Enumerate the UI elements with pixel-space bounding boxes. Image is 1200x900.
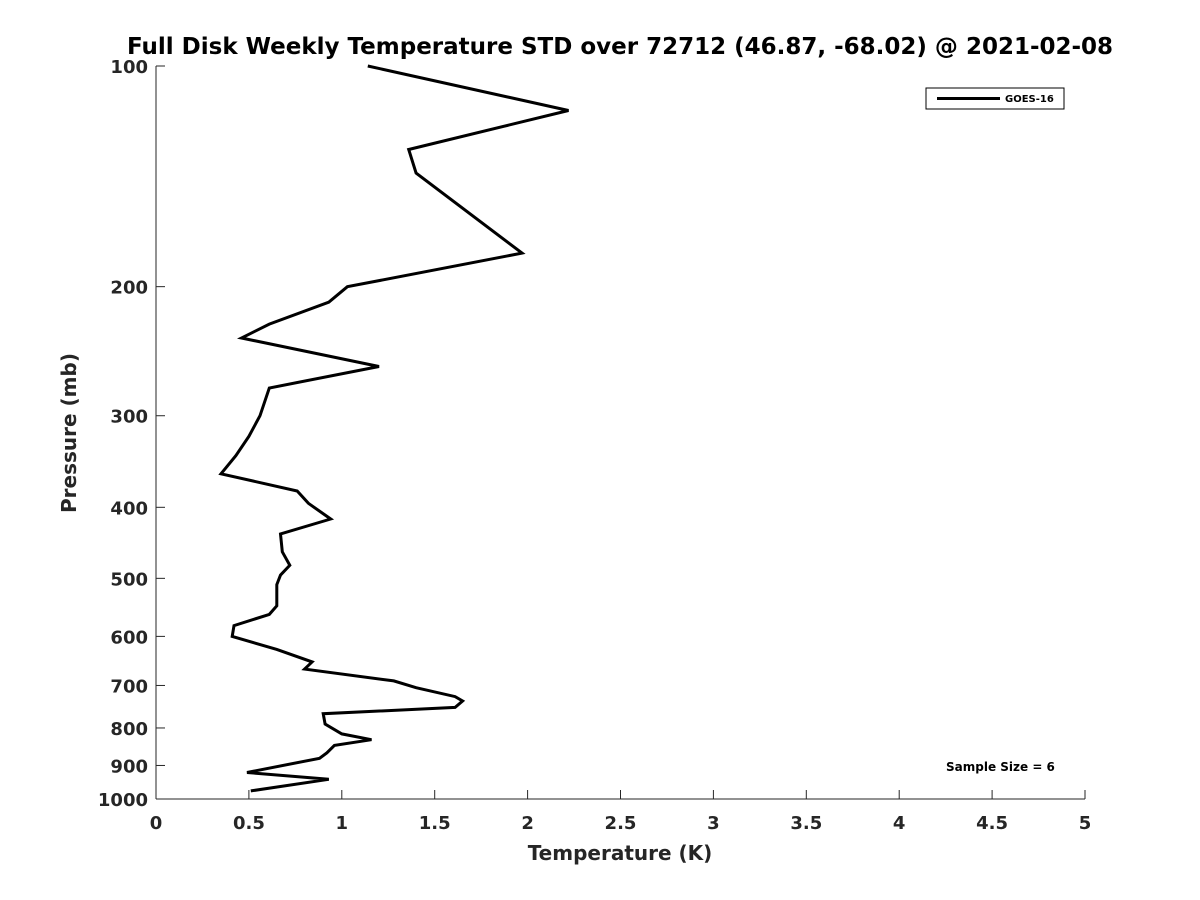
x-tick-label: 1.5: [419, 813, 451, 834]
x-tick-label: 5: [1079, 813, 1092, 834]
x-tick-label: 0.5: [233, 813, 265, 834]
y-tick-label: 900: [110, 756, 148, 777]
sample-size-annotation: Sample Size = 6: [946, 760, 1055, 774]
x-tick-label: 4.5: [976, 813, 1008, 834]
y-tick-label: 200: [110, 278, 148, 299]
chart-title: Full Disk Weekly Temperature STD over 72…: [127, 34, 1113, 60]
series-line-0: [218, 64, 569, 793]
y-tick-label: 800: [110, 719, 148, 740]
x-ticks: 0 0.5 1 1.5 2 2.5 3 3.5 4 4.5 5: [150, 790, 1092, 834]
x-axis-label: Temperature (K): [528, 841, 713, 865]
y-axis-label: Pressure (mb): [57, 353, 81, 513]
x-tick-label: 3.5: [790, 813, 822, 834]
x-tick-label: 3: [707, 813, 720, 834]
y-tick-label: 400: [110, 498, 148, 519]
y-tick-label: 700: [110, 676, 148, 697]
y-ticks: 100 200 300 400 500 600 700 800 900 1000: [98, 57, 165, 811]
y-tick-label: 1000: [98, 790, 148, 811]
series-layer: [218, 64, 569, 793]
y-tick-label: 100: [110, 57, 148, 78]
x-tick-label: 2: [521, 813, 534, 834]
y-tick-label: 500: [110, 569, 148, 590]
y-tick-label: 300: [110, 407, 148, 428]
legend: GOES-16: [925, 87, 1065, 110]
x-tick-label: 1: [336, 813, 349, 834]
legend-label: GOES-16: [1005, 94, 1054, 105]
x-tick-label: 4: [893, 813, 906, 834]
x-tick-label: 0: [150, 813, 163, 834]
y-tick-label: 600: [110, 627, 148, 648]
x-tick-label: 2.5: [605, 813, 637, 834]
